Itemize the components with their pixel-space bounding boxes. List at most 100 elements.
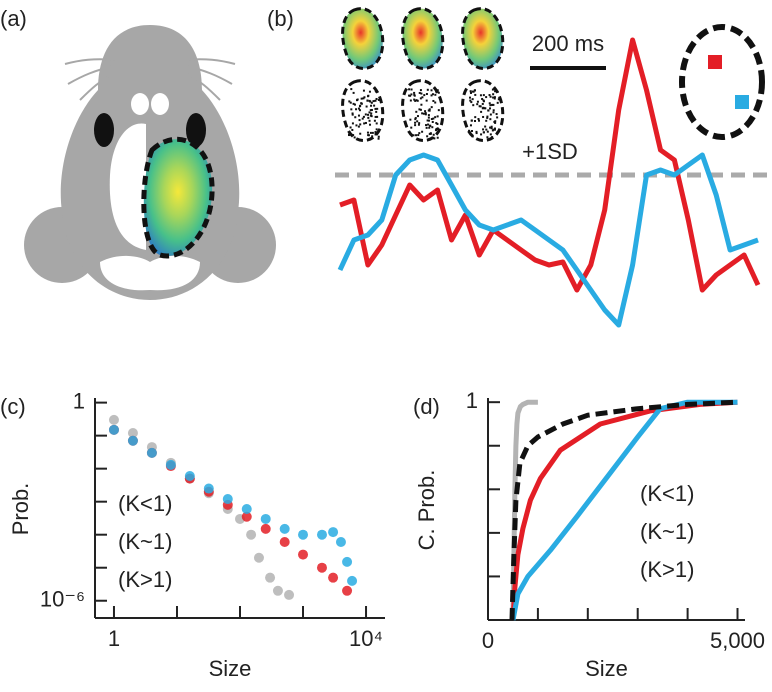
map-pixel	[374, 99, 377, 102]
map-pixel	[416, 115, 419, 118]
olfactory-bulb	[151, 93, 169, 115]
map-pixel	[374, 133, 377, 136]
map-pixel	[409, 99, 412, 102]
map-pixel	[373, 104, 376, 107]
map-pixel	[483, 107, 486, 110]
map-pixel	[485, 96, 488, 99]
scale-bar-label: 200 ms	[532, 31, 604, 56]
map-pixel	[428, 108, 431, 111]
map-pixel	[363, 96, 366, 99]
map-pixel	[489, 118, 492, 121]
map-pixel	[431, 93, 434, 96]
map-pixel	[364, 113, 367, 116]
map-pixel	[372, 100, 375, 103]
point	[298, 529, 309, 540]
legend-entry: (K>1)	[118, 567, 172, 592]
map-pixel	[422, 112, 425, 115]
x-tick-label: 5,000	[710, 628, 765, 653]
point	[284, 589, 295, 600]
map-pixel	[493, 128, 496, 131]
map-pixel	[486, 116, 489, 119]
point	[328, 572, 339, 583]
map-pixel	[433, 137, 436, 140]
map-pixel	[479, 94, 482, 97]
panel-label: (b)	[267, 6, 294, 31]
map-pixel	[436, 115, 439, 118]
map-pixel	[415, 134, 418, 137]
map-pixel	[434, 101, 437, 104]
map-pixel	[374, 107, 377, 110]
map-pixel	[496, 131, 499, 134]
map-pixel	[351, 112, 354, 115]
map-binary	[341, 79, 385, 142]
map-pixel	[426, 135, 429, 138]
map-pixel	[414, 117, 417, 120]
map-pixel	[352, 102, 355, 105]
map-pixel	[374, 115, 377, 118]
map-pixel	[362, 97, 365, 100]
map-pixel	[431, 126, 434, 129]
map-pixel	[418, 132, 421, 135]
map-pixel	[437, 91, 440, 94]
point	[328, 527, 339, 538]
map-pixel	[413, 91, 416, 94]
map-pixel	[352, 91, 355, 94]
point	[246, 529, 257, 540]
map-pixel	[478, 105, 481, 108]
map-pixel	[468, 96, 471, 99]
map-pixel	[369, 109, 372, 112]
map-pixel	[432, 99, 435, 102]
imaging-window	[141, 136, 215, 259]
point	[253, 552, 264, 563]
map-pixel	[435, 122, 438, 125]
map-pixel	[350, 88, 353, 91]
panel-label: (d)	[413, 394, 440, 419]
x-tick-label: 0	[482, 628, 494, 653]
map-pixel	[419, 108, 422, 111]
map-pixel	[475, 132, 478, 135]
map-pixel	[491, 103, 494, 106]
map-pixel	[436, 89, 439, 92]
y-tick-label: 1	[73, 388, 85, 413]
roi-marker	[708, 55, 722, 69]
map-pixel	[487, 109, 490, 112]
map-pixel	[370, 115, 373, 118]
point	[146, 447, 157, 458]
map-pixel	[370, 112, 373, 115]
map-pixel	[493, 96, 496, 99]
left-hemisphere	[109, 123, 146, 250]
map-pixel	[496, 90, 499, 93]
map-pixel	[350, 108, 353, 111]
map-pixel	[362, 115, 365, 118]
map-pixel	[351, 128, 354, 131]
map-pixel	[361, 117, 364, 120]
roi-outline	[679, 24, 765, 140]
map-pixel	[478, 119, 481, 122]
map-pixel	[375, 97, 378, 100]
map-pixel	[489, 133, 492, 136]
map-pixel	[489, 113, 492, 116]
point	[298, 549, 309, 560]
eye	[186, 113, 206, 147]
map-pixel	[428, 132, 431, 135]
point	[241, 504, 252, 514]
map-pixel	[425, 126, 428, 129]
map-pixel	[476, 100, 479, 103]
map-pixel	[410, 93, 413, 96]
map-pixel	[484, 125, 487, 128]
map-pixel	[418, 108, 421, 111]
map-pixel	[409, 118, 412, 121]
map-pixel	[368, 119, 371, 122]
map-pixel	[480, 133, 483, 136]
point	[279, 523, 290, 534]
map-pixel	[429, 124, 432, 127]
map-pixel	[370, 104, 373, 107]
map-pixel	[482, 94, 485, 97]
y-axis-label: C. Prob.	[414, 470, 439, 551]
x-tick-label: 10⁴	[349, 626, 383, 651]
map-pixel	[357, 125, 360, 128]
point	[265, 572, 276, 583]
map-pixel	[430, 89, 433, 92]
